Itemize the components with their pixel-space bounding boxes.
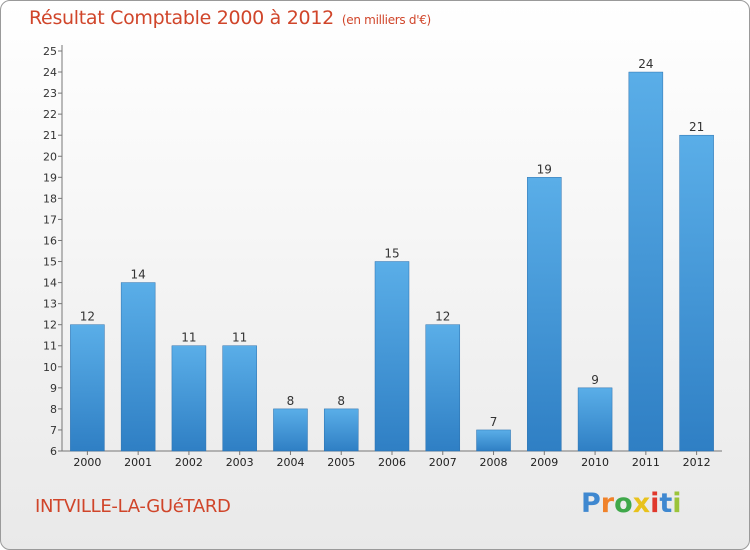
y-tick-label: 16: [43, 234, 57, 247]
bar-value-label: 11: [232, 331, 247, 345]
y-tick-label: 19: [43, 171, 57, 184]
y-tick-label: 20: [43, 150, 57, 163]
bar-value-label: 9: [591, 373, 599, 387]
bar: [374, 261, 410, 452]
y-tick-label: 25: [43, 45, 57, 58]
y-tick-label: 17: [43, 213, 57, 226]
chart-title: Résultat Comptable 2000 à 2012 (en millie…: [29, 7, 431, 29]
x-tick-label: 2012: [683, 456, 711, 469]
x-tick-label: 2008: [480, 456, 508, 469]
bar: [171, 345, 207, 452]
bar: [70, 324, 105, 452]
x-tick-label: 2011: [632, 456, 660, 469]
chart-title-text: Résultat Comptable 2000 à 2012: [29, 7, 334, 29]
logo-letter: t: [659, 488, 673, 519]
proxiti-logo: Proxiti: [581, 488, 682, 519]
y-tick-label: 15: [43, 256, 57, 269]
bar-value-label: 11: [181, 331, 196, 345]
y-tick-label: 7: [50, 424, 57, 437]
chart-unit: (en milliers d'€): [341, 13, 431, 27]
bar-value-label: 8: [337, 394, 345, 408]
bar: [273, 408, 308, 452]
bar: [323, 408, 359, 452]
bar-value-label: 12: [80, 310, 95, 324]
bar-value-label: 24: [638, 57, 653, 71]
bar: [222, 345, 257, 452]
x-tick-label: 2009: [530, 456, 558, 469]
y-tick-label: 22: [43, 108, 57, 121]
bar-value-label: 7: [490, 415, 498, 429]
x-tick-label: 2000: [73, 456, 101, 469]
logo-letter: i: [650, 488, 660, 519]
bar: [577, 387, 613, 452]
bar-value-label: 14: [131, 268, 146, 282]
bar: [120, 282, 156, 452]
y-tick-label: 14: [43, 277, 57, 290]
bar: [527, 177, 562, 452]
x-tick-label: 2010: [581, 456, 609, 469]
x-tick-label: 2004: [276, 456, 304, 469]
bar: [425, 324, 461, 452]
x-tick-label: 2002: [175, 456, 203, 469]
y-tick-label: 8: [50, 403, 57, 416]
logo-letter: r: [600, 488, 615, 519]
bar: [679, 134, 714, 452]
logo-letter: i: [672, 488, 682, 519]
y-tick-label: 10: [43, 361, 57, 374]
y-tick-label: 11: [43, 340, 57, 353]
x-tick-label: 2005: [327, 456, 355, 469]
logo-letter: o: [614, 488, 633, 519]
y-tick-label: 23: [43, 87, 57, 100]
bar-value-label: 21: [689, 120, 704, 134]
x-tick-label: 2007: [429, 456, 457, 469]
bar-value-label: 8: [287, 394, 295, 408]
y-tick-label: 12: [43, 319, 57, 332]
bar: [476, 429, 511, 452]
y-tick-label: 9: [50, 382, 57, 395]
y-tick-label: 18: [43, 192, 57, 205]
logo-letter: x: [632, 488, 651, 519]
bar: [628, 71, 664, 452]
y-tick-label: 21: [43, 129, 57, 142]
logo-letter: P: [581, 488, 601, 519]
bar-value-label: 12: [435, 310, 450, 324]
y-tick-label: 6: [50, 445, 57, 458]
place-name: INTVILLE-LA-GUéTARD: [35, 496, 231, 517]
bar-value-label: 19: [537, 162, 552, 176]
y-tick-label: 13: [43, 298, 57, 311]
x-tick-label: 2001: [124, 456, 152, 469]
bar-value-label: 15: [384, 247, 399, 261]
x-tick-label: 2006: [378, 456, 406, 469]
x-tick-label: 2003: [226, 456, 254, 469]
y-tick-label: 24: [43, 66, 57, 79]
